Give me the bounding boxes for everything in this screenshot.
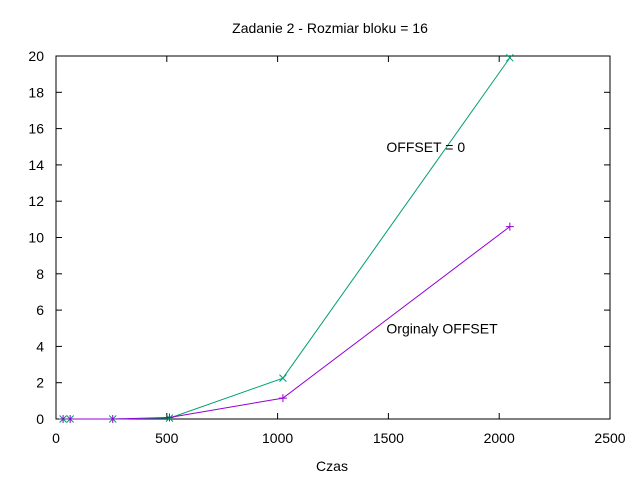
- annotations-layer: OFFSET = 0 Orginaly OFFSET: [386, 139, 498, 337]
- y-tick-label: 20: [28, 48, 44, 64]
- x-tick-label: 2000: [484, 430, 515, 446]
- y-tick-label: 2: [36, 375, 44, 391]
- data-point: [505, 53, 514, 62]
- data-point: [278, 394, 287, 403]
- data-point: [59, 415, 68, 423]
- x-tick-label: 1500: [373, 430, 404, 446]
- annotation-label: OFFSET = 0: [386, 139, 465, 155]
- y-tick-label: 0: [36, 411, 44, 427]
- data-point: [66, 415, 75, 423]
- x-tick-label: 0: [52, 430, 60, 446]
- y-tick-label: 6: [36, 302, 44, 318]
- x-tick-label: 2500: [594, 430, 625, 446]
- data-point: [165, 413, 174, 422]
- y-tick-label: 12: [28, 193, 44, 209]
- axis-ticks: 0 500 1000 1500 2000 2500 0 2 4 6 8 10 12 14 16 18 20: [28, 48, 625, 446]
- y-tick-label: 16: [28, 121, 44, 137]
- x-tick-label: 1000: [262, 430, 293, 446]
- y-tick-label: 8: [36, 266, 44, 282]
- plot-frame: [55, 55, 611, 420]
- data-point: [505, 222, 514, 231]
- y-tick-label: 10: [28, 230, 44, 246]
- y-tick-label: 18: [28, 84, 44, 100]
- data-point: [108, 415, 117, 423]
- series-layer: [59, 53, 514, 423]
- series-line: [63, 57, 511, 420]
- annotation-label: Orginaly OFFSET: [386, 320, 498, 336]
- chart-title: Zadanie 2 - Rozmiar bloku = 16: [232, 20, 428, 36]
- y-tick-label: 14: [28, 157, 44, 173]
- x-axis-label: Czas: [316, 458, 348, 474]
- x-tick-label: 500: [155, 430, 179, 446]
- data-point: [279, 374, 287, 383]
- y-tick-label: 4: [36, 338, 44, 354]
